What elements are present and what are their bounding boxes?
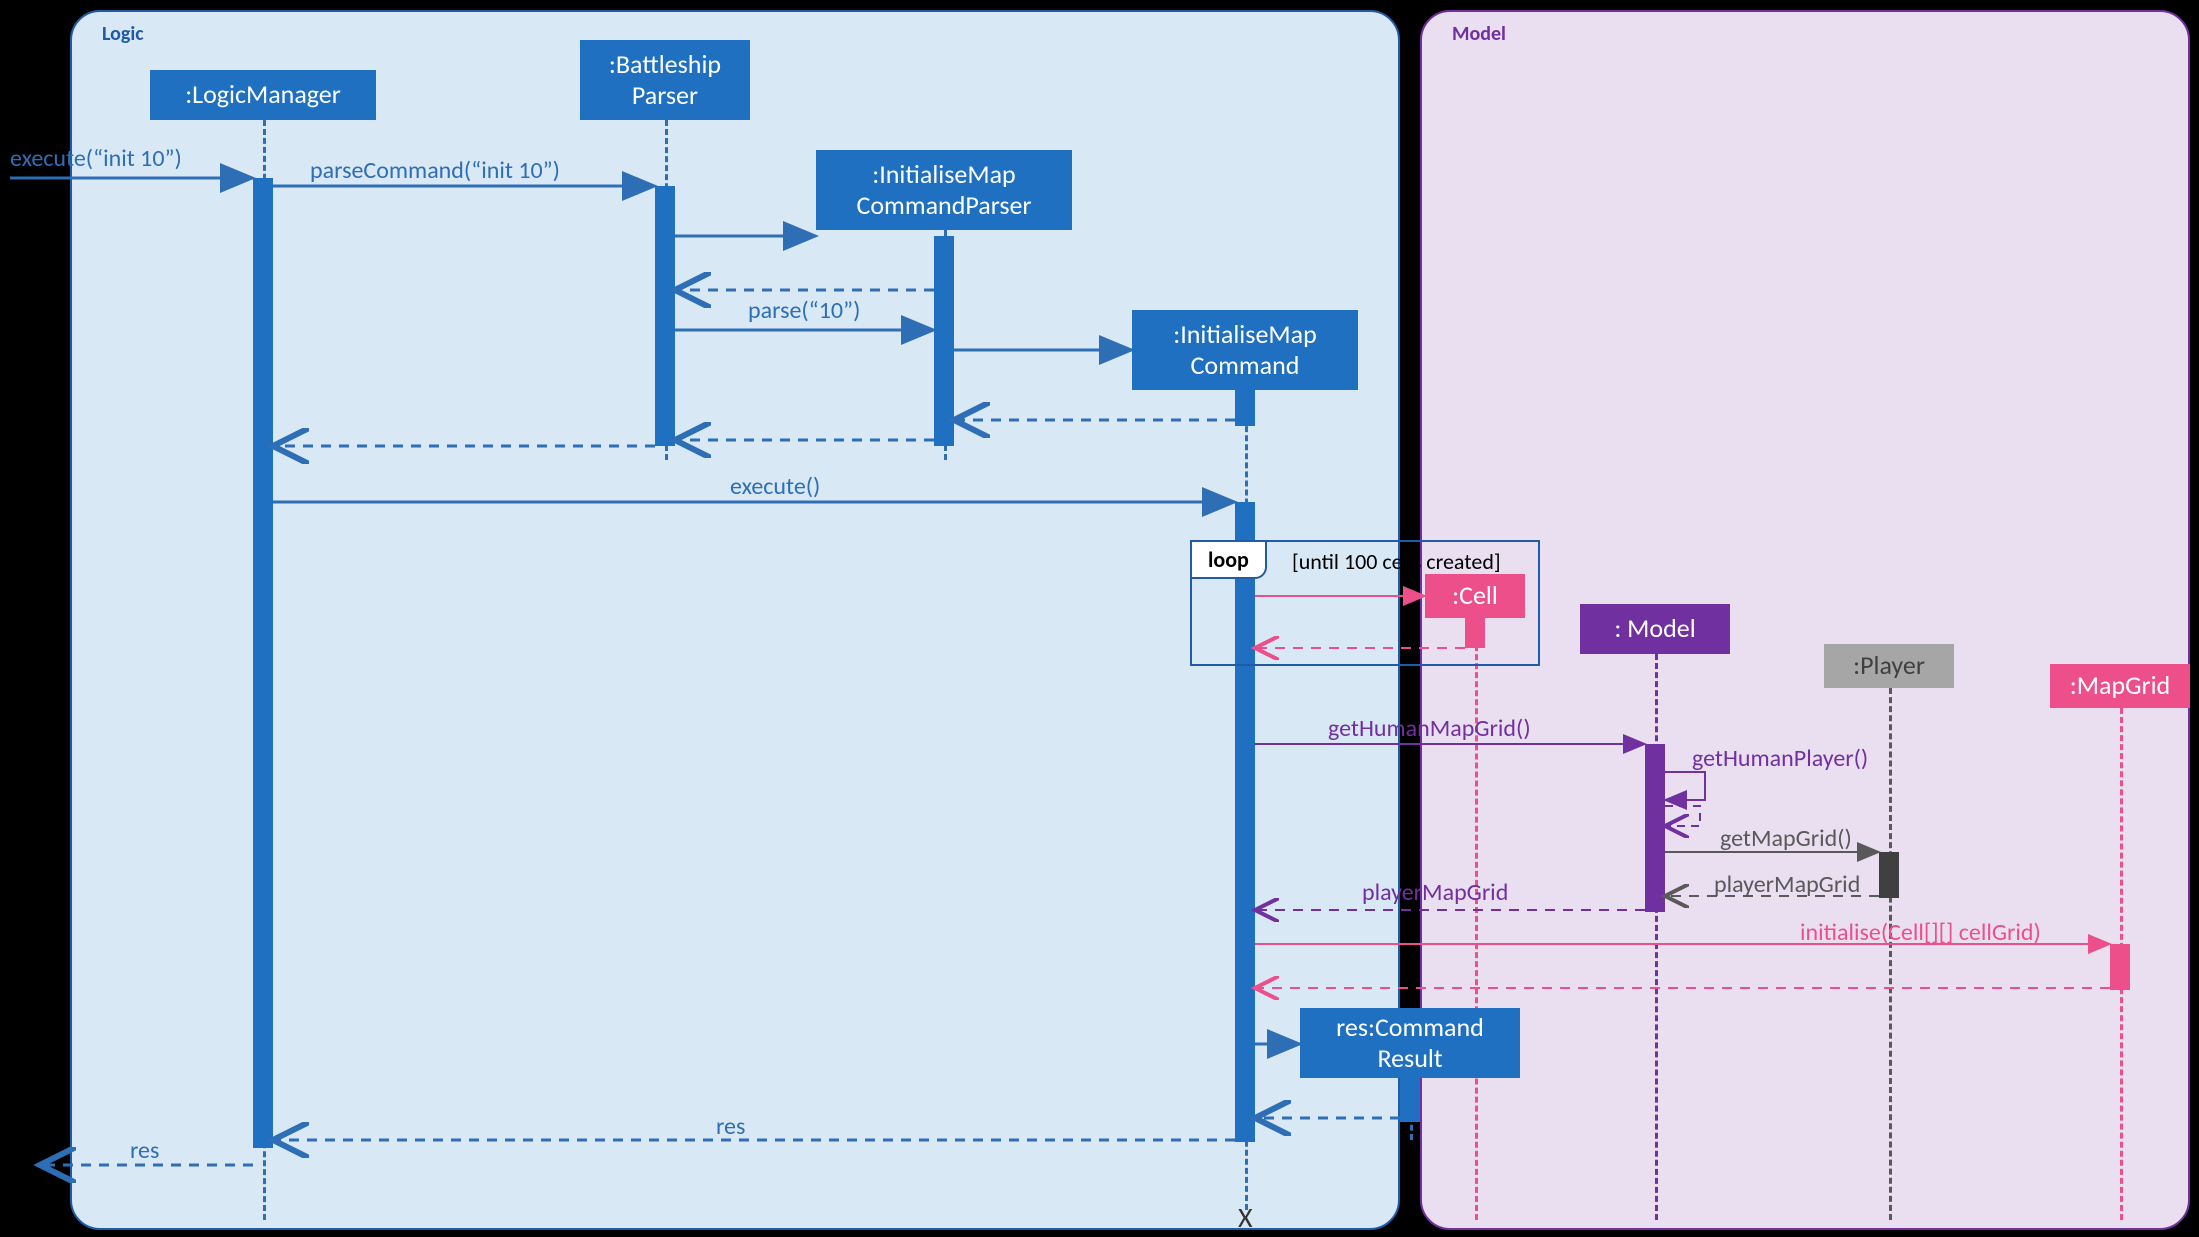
msg-res-1: res <box>716 1112 745 1141</box>
initmapcmd-participant: :InitialiseMap Command <box>1132 310 1358 390</box>
msg-getmapgrid: getMapGrid() <box>1720 824 1852 853</box>
model-activation <box>1645 744 1665 912</box>
battleshipparser-participant: :Battleship Parser <box>580 40 750 120</box>
loop-tag: loop <box>1190 540 1267 579</box>
initmapcmdparser-participant: :InitialiseMap CommandParser <box>816 150 1072 230</box>
parser-activation <box>655 186 675 446</box>
msg-res-2: res <box>130 1136 159 1165</box>
cmdparser-activation <box>934 236 954 446</box>
msg-playermapgrid-1: playerMapGrid <box>1714 870 1860 899</box>
mapgrid-activation <box>2110 944 2130 990</box>
initcmd-create-activation <box>1235 390 1255 426</box>
loop-guard: [until 100 cells created] <box>1292 548 1501 575</box>
logicmgr-activation <box>253 178 273 1148</box>
cmdresult-activation <box>1400 1078 1420 1122</box>
msg-execute-init10: execute(“init 10”) <box>10 144 182 173</box>
cmdresult-participant: res:Command Result <box>1300 1008 1520 1078</box>
msg-playermapgrid-2: playerMapGrid <box>1362 878 1508 907</box>
destroy-x-icon: X <box>1238 1200 1253 1235</box>
model-region-label: Model <box>1452 22 1506 46</box>
msg-gethumanplayer: getHumanPlayer() <box>1692 744 1868 773</box>
msg-parsecommand: parseCommand(“init 10”) <box>310 156 560 185</box>
player-activation <box>1879 852 1899 898</box>
mapgrid-participant: :MapGrid <box>2050 664 2190 708</box>
player-participant: :Player <box>1824 644 1954 688</box>
msg-gethumanmapgrid: getHumanMapGrid() <box>1328 714 1531 743</box>
cell-participant: :Cell <box>1425 574 1525 618</box>
cell-lifeline <box>1475 618 1478 1220</box>
logic-region-label: Logic <box>102 22 144 46</box>
model-lifeline <box>1655 654 1658 1220</box>
msg-parse-10: parse(“10”) <box>748 296 860 325</box>
model-participant: : Model <box>1580 604 1730 654</box>
msg-initialise: initialise(Cell[][] cellGrid) <box>1800 918 2041 947</box>
player-lifeline <box>1889 688 1892 1220</box>
msg-execute: execute() <box>730 472 820 501</box>
logicmanager-participant: :LogicManager <box>150 70 376 120</box>
